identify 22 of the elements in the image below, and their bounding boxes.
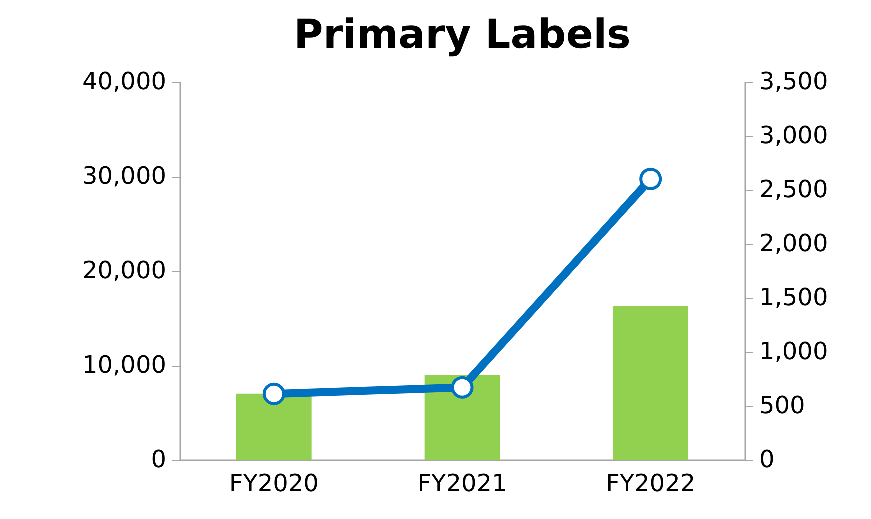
point xyxy=(262,382,286,406)
y-tick-label: 0 xyxy=(151,446,166,474)
y-tick-label: 30,000 xyxy=(82,162,166,190)
point xyxy=(640,168,662,190)
x-tick-label: FY2021 xyxy=(418,470,508,498)
y-tick-label: 20,000 xyxy=(82,256,166,284)
y2-tick-label: 0 xyxy=(760,446,775,474)
y2-tick-label: 2,000 xyxy=(760,230,828,258)
point xyxy=(451,376,474,399)
x-tick-label: FY2022 xyxy=(606,470,696,498)
y2-tick-label: 3,500 xyxy=(760,68,828,96)
bar xyxy=(236,394,312,460)
chart-title: Primary Labels xyxy=(294,12,631,58)
y2-tick-label: 2,500 xyxy=(760,176,828,204)
x-tick-label: FY2020 xyxy=(229,470,319,498)
y-tick-label: 40,000 xyxy=(82,68,166,96)
y2-tick-label: 500 xyxy=(760,392,806,420)
y-tick-label: 10,000 xyxy=(82,351,166,379)
y2-tick-label: 1,500 xyxy=(760,284,828,312)
y2-tick-label: 1,000 xyxy=(760,338,828,366)
bar xyxy=(613,306,688,460)
y2-tick-label: 3,000 xyxy=(760,122,828,150)
